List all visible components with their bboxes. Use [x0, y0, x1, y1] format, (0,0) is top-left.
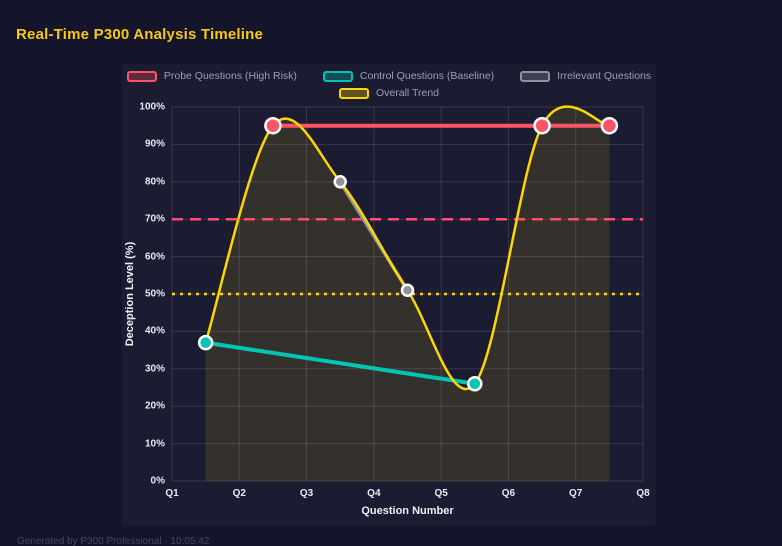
data-point[interactable]: [264, 116, 282, 135]
y-tick-label: 100%: [139, 101, 165, 113]
y-tick-label: 50%: [144, 288, 165, 300]
y-tick-label: 60%: [144, 251, 165, 263]
data-point[interactable]: [467, 376, 483, 392]
legend-label-irrelevant: Irrelevant Questions: [557, 70, 652, 82]
probe-legend-swatch-icon: [126, 70, 157, 82]
legend-label-control: Control Questions (Baseline): [359, 70, 495, 82]
y-tick-label: 80%: [144, 176, 165, 188]
y-tick-label: 90%: [144, 138, 165, 150]
footer-note: Generated by P300 Professional · 10:05:4…: [17, 536, 210, 546]
data-point[interactable]: [333, 175, 347, 189]
x-tick-label: Q2: [232, 488, 246, 499]
chart-legend: Probe Questions (High Risk) Control Ques…: [122, 70, 656, 99]
trend-legend-swatch-icon: [338, 87, 369, 99]
x-tick-label: Q6: [501, 488, 516, 499]
x-tick-label: Q7: [569, 488, 583, 499]
legend-row-2: Overall Trend: [338, 87, 440, 99]
x-tick-label: Q5: [434, 488, 448, 499]
data-point[interactable]: [400, 283, 415, 298]
page-title: Real-Time P300 Analysis Timeline: [16, 26, 264, 43]
legend-item-probe[interactable]: Probe Questions (High Risk): [126, 70, 297, 82]
x-tick-label: Q8: [636, 488, 650, 499]
y-tick-label: 0%: [150, 475, 165, 487]
x-tick-label: Q3: [299, 488, 314, 499]
x-tick-label: Q4: [367, 488, 381, 499]
y-axis-title: Deception Level (%): [124, 241, 136, 347]
data-point[interactable]: [533, 116, 551, 135]
y-tick-label: 30%: [144, 363, 165, 375]
legend-label-trend: Overall Trend: [375, 87, 440, 99]
y-tick-label: 40%: [144, 325, 165, 337]
y-tick-label: 20%: [144, 400, 165, 412]
data-point[interactable]: [600, 116, 619, 135]
legend-item-control[interactable]: Control Questions (Baseline): [322, 70, 495, 82]
y-tick-label: 70%: [144, 213, 165, 225]
irrelevant-legend-swatch-icon: [520, 70, 551, 82]
legend-row-1: Probe Questions (High Risk) Control Ques…: [126, 70, 651, 82]
y-tick-label: 10%: [144, 438, 165, 450]
legend-item-trend[interactable]: Overall Trend: [338, 87, 440, 99]
data-point[interactable]: [197, 334, 214, 351]
legend-item-irrelevant[interactable]: Irrelevant Questions: [520, 70, 651, 82]
control-legend-swatch-icon: [322, 70, 353, 82]
x-tick-label: Q1: [165, 488, 179, 499]
series-line-1: [203, 340, 477, 386]
legend-label-probe: Probe Questions (High Risk): [163, 70, 297, 82]
x-axis-title: Question Number: [361, 505, 454, 517]
